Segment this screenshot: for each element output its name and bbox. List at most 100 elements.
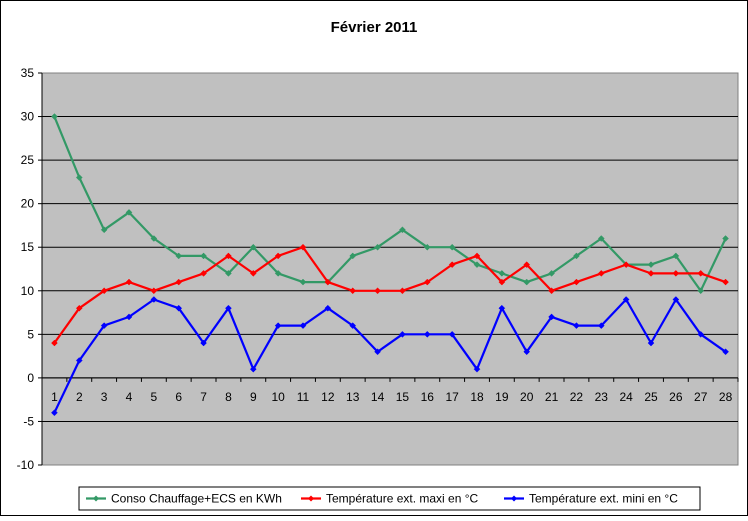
x-tick-label: 15 [396,390,410,404]
x-tick-label: 23 [595,390,609,404]
data-point [423,243,431,251]
legend-marker [93,495,99,502]
series-line-3 [53,298,727,414]
x-tick-label: 22 [570,390,584,404]
data-point [200,252,207,260]
data-point [299,278,307,286]
x-tick-label: 26 [669,390,683,404]
data-point [249,270,257,277]
data-point [51,339,58,347]
y-tick-label: -5 [23,414,34,428]
x-tick-label: 5 [151,390,158,404]
y-tick-label: 10 [21,284,35,298]
data-point [548,270,555,277]
data-point [349,252,357,260]
data-point [175,304,183,312]
legend: Conso Chauffage+ECS en KWh Température ex… [78,486,701,511]
data-point [423,330,431,338]
y-tick-label: 5 [27,327,34,341]
data-point [150,235,158,242]
data-point [274,252,282,260]
data-point [249,243,257,251]
data-point [75,304,83,312]
data-point [150,287,158,295]
data-point [125,313,133,321]
x-tick-label: 10 [271,390,285,404]
data-point [225,252,232,260]
y-tick-label: 0 [27,371,34,385]
data-point [697,330,705,338]
data-point [324,304,332,312]
data-point [722,235,729,242]
data-point [374,287,381,295]
x-tick-label: 11 [297,390,310,404]
data-point [523,278,531,286]
data-point [523,261,531,268]
data-point [597,235,605,242]
legend-marker [308,495,314,502]
x-tick-label: 24 [619,390,633,404]
x-tick-label: 1 [51,390,58,404]
data-point [672,296,680,303]
data-point [274,322,282,329]
data-point [498,270,506,277]
x-tick-label: 2 [76,390,83,404]
data-point [175,278,183,286]
data-point [448,243,456,251]
data-point [622,261,630,268]
data-point [100,322,108,329]
data-point [399,287,406,295]
x-tick-label: 9 [250,390,257,404]
x-tick-label: 27 [694,390,708,404]
y-tick-label: 15 [21,240,35,254]
data-point [324,278,332,286]
y-tick-label: 30 [21,110,35,124]
data-point [672,270,680,277]
data-point [647,261,655,268]
x-tick-label: 7 [200,390,207,404]
legend-label: Température ext. maxi en °C [326,492,479,506]
data-point [125,278,133,286]
x-tick-label: 13 [346,390,360,404]
legend-label: Température ext. mini en °C [529,492,678,506]
data-point [473,252,481,260]
legend-box [78,486,701,511]
data-point [225,270,232,277]
data-point [299,243,307,251]
data-point [399,226,406,234]
data-point [573,278,580,286]
data-point [274,270,282,277]
x-tick-label: 16 [421,390,435,404]
data-point [448,261,456,268]
data-point [225,304,232,312]
data-point [647,270,655,277]
data-point [349,287,357,295]
series-line-1 [53,116,727,292]
data-point [573,322,580,329]
data-point [125,209,133,216]
x-tick-label: 21 [545,390,559,404]
data-point [374,243,381,251]
data-point [697,287,705,295]
data-point [200,339,207,347]
plot-background [41,72,739,466]
x-tick-label: 4 [126,390,133,404]
data-point [75,357,83,364]
chart-title: Février 2011 [331,19,418,36]
data-point [647,339,655,347]
data-point [349,322,357,329]
series-line-2 [53,246,726,344]
x-tick-label: 28 [719,390,733,404]
x-tick-label: 18 [470,390,484,404]
data-point [51,409,58,417]
data-point [175,252,183,260]
x-tick-label: 12 [321,390,335,404]
x-tick-label: 6 [175,390,182,404]
x-tick-label: 14 [371,390,385,404]
data-point [672,252,680,260]
y-tick-label: 35 [21,66,35,80]
data-point [722,278,729,286]
